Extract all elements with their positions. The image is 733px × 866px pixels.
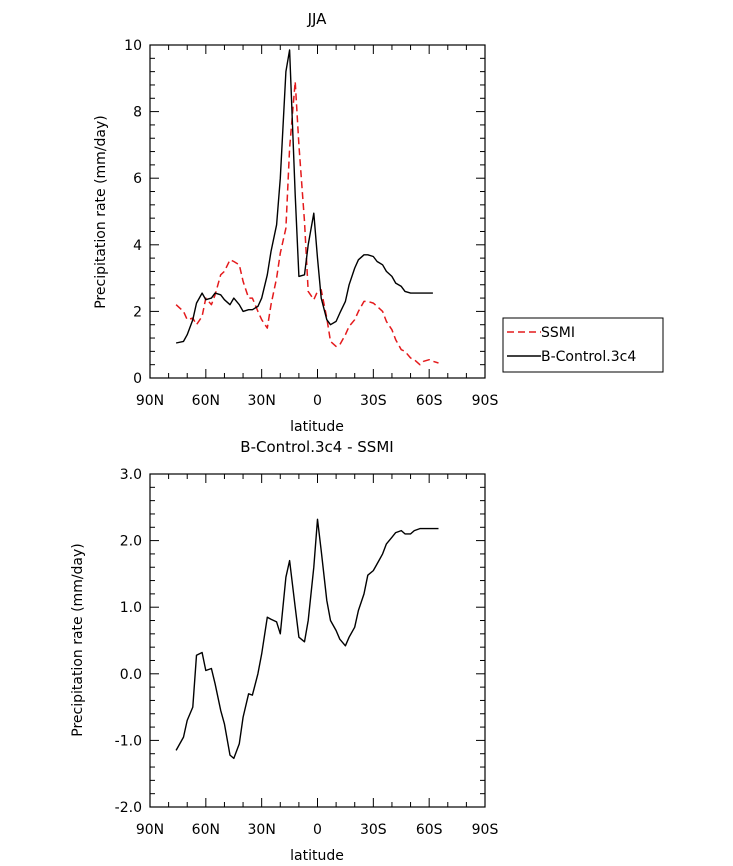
x-tick-label-bottom: 60N [192,822,220,838]
y-axis-label-top: Precipitation rate (mm/day) [93,115,109,309]
x-tick-label-bottom: 30N [248,822,276,838]
x-tick-label-bottom: 90S [472,822,499,838]
y-tick-label-top: 8 [133,105,142,121]
legend-label-ssmi: SSMI [541,325,575,341]
x-tick-label-top: 90N [136,393,164,409]
legend: SSMI B-Control.3c4 [502,317,664,373]
x-tick-label-bottom: 30S [360,822,387,838]
chart-title-top: JJA [307,10,328,28]
x-tick-label-top: 60S [416,393,443,409]
axis-ticks-top: 90N 60N 30N 0 30S 60S 90S 0 2 4 6 8 10 [124,38,498,409]
x-tick-label-top: 30N [248,393,276,409]
y-tick-label-bottom: 2.0 [120,534,142,550]
y-axis-label-bottom: Precipitation rate (mm/day) [70,543,86,737]
series-line-top-b-control-3c4 [175,49,433,344]
y-tick-label-bottom: -2.0 [115,800,142,816]
x-axis-label-top: latitude [290,419,344,435]
legend-frame [502,317,664,373]
y-tick-label-top: 2 [133,304,142,320]
x-tick-label-top: 90S [472,393,499,409]
series-group-bottom [175,518,439,760]
legend-label-bcontrol: B-Control.3c4 [541,349,636,365]
y-tick-label-bottom: 0.0 [120,667,142,683]
x-tick-label-top: 60N [192,393,220,409]
y-tick-label-top: 0 [133,371,142,387]
series-line-bottom-diff [175,518,439,760]
y-tick-label-bottom: 1.0 [120,600,142,616]
x-tick-label-bottom: 60S [416,822,443,838]
x-tick-label-bottom: 90N [136,822,164,838]
series-line-top-ssmi [175,80,439,366]
series-group-top [175,49,439,366]
x-tick-label-top: 30S [360,393,387,409]
x-tick-label-bottom: 0 [313,822,322,838]
y-tick-label-bottom: 3.0 [120,467,142,483]
plot-frame-top [149,44,486,379]
y-tick-label-top: 4 [133,238,142,254]
chart-title-bottom: B-Control.3c4 - SSMI [240,438,393,456]
y-tick-label-top: 10 [124,38,142,54]
x-axis-label-bottom: latitude [290,848,344,864]
y-tick-label-top: 6 [133,171,142,187]
x-tick-label-top: 0 [313,393,322,409]
axis-ticks-bottom: 90N 60N 30N 0 30S 60S 90S -2.0 -1.0 0.0 1.0 2.0 3.0 [115,467,499,838]
y-tick-label-bottom: -1.0 [115,733,142,749]
precip-chart-bottom: B-Control.3c4 - SSMI 90N 60N 30N 0 30S 60S 90S… [70,438,498,864]
